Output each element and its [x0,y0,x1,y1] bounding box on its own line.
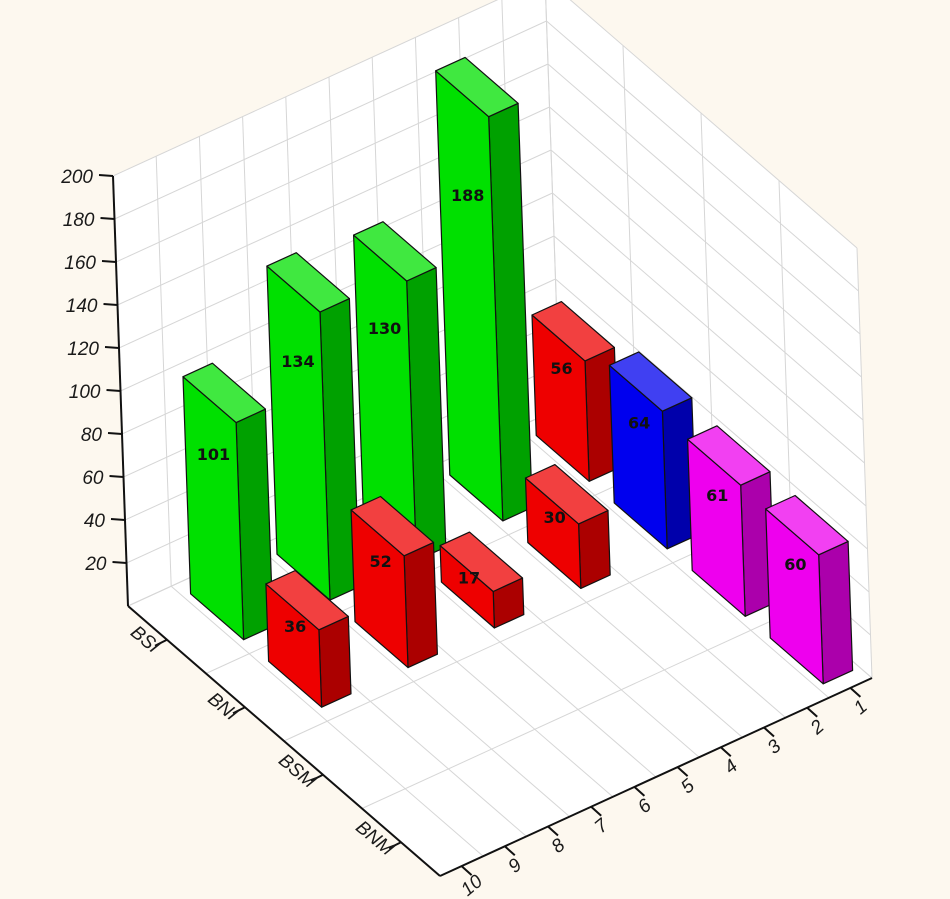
bar-top-face [266,252,350,313]
bar-value-labels: 56 188 64 130 30 61 134 17 60 101 52 36 [197,186,807,636]
bars [182,56,854,708]
gridline [361,610,795,809]
bar-front-face [266,265,331,601]
column-tick-label: 2 [806,716,829,740]
row-tick-mark [310,773,324,782]
bar-value-label: 101 [197,445,230,464]
column-tick-mark [849,687,862,698]
column-tick-label: 1 [850,696,872,719]
column-tick-label: 7 [591,814,614,838]
bar-top-face [439,531,524,593]
gridline [155,156,172,587]
column-tick-label: 9 [504,854,526,877]
z-axis-ticks: 20 40 60 80 100 120 140 160 180 200 [60,167,127,575]
row-tick-mark [154,638,168,647]
bar-bni-3 [524,464,611,590]
z-tick-mark [109,475,124,478]
bar-bsi-9 [182,362,274,641]
z-tick-label: 200 [60,167,93,188]
z-tick-label: 180 [63,210,95,231]
z-tick-label: 40 [84,511,106,532]
column-tick-mark [633,786,646,797]
z-tick-label: 140 [66,296,98,317]
bar-value-label: 60 [784,555,806,574]
bar-top-face [531,301,616,362]
bar-top-face [182,362,266,424]
z-tick-mark [98,174,114,177]
z-tick-label: 20 [84,554,107,575]
bar-value-label: 30 [543,508,565,527]
column-tick-label: 3 [764,736,786,759]
bar-bsi-5 [353,221,447,562]
column-tick-label: 4 [720,756,742,779]
z-tick-label: 80 [81,425,103,446]
column-tick-label: 5 [677,775,699,798]
bar-bni-9 [265,569,352,708]
bar-value-label: 52 [369,552,391,571]
row-tick-mark [232,706,246,715]
bar-top-face [435,56,519,118]
z-tick-mark [110,518,126,521]
bar-top-face [353,221,437,282]
column-tick-mark [676,766,689,777]
bar-value-label: 134 [281,352,314,371]
bar-bsm-1 [686,425,776,617]
bar-value-label: 56 [550,359,572,378]
column-tick-mark [720,746,732,758]
z-tick-mark [103,303,118,306]
z-tick-mark [112,561,127,564]
bar-bsi-3 [435,56,533,522]
bar-side-face [403,541,438,669]
bar-side-face [318,615,352,708]
bar-value-label: 36 [284,617,306,636]
bar-bnm-1 [765,494,854,685]
bar-value-label: 188 [451,186,484,205]
z-tick-mark [104,346,120,349]
column-tick-label: 6 [634,795,656,818]
column-tick-mark [806,706,818,718]
bar-bni-1 [608,351,698,550]
row-tick-mark [388,841,402,850]
gridline [283,542,717,742]
bar-side-face [818,540,854,685]
bar-value-label: 130 [368,319,401,338]
bar-bni-5 [439,531,525,629]
bar-top-face [265,569,349,631]
z-tick-mark [101,260,117,263]
column-tick-mark [547,825,559,837]
bar-top-face [524,464,609,525]
z-tick-label: 100 [69,382,101,403]
z-tick-label: 120 [67,339,99,360]
bar-top-face [765,494,849,556]
bar-value-label: 17 [458,569,480,588]
gridline [856,247,873,679]
bar-bsi-7 [266,252,360,601]
column-tick-mark [590,805,602,817]
row-axis-line [127,605,441,877]
z-tick-label: 160 [64,253,96,274]
bar-top-face [608,351,693,412]
column-tick-mark [763,726,775,738]
bar-top-face [686,425,771,486]
bar-bni-7 [350,495,438,669]
column-tick-mark [504,845,516,857]
z-tick-label: 60 [82,468,104,489]
column-axis-line [439,677,873,877]
column-tick-mark [460,865,473,876]
bar-value-label: 64 [628,414,650,433]
z-tick-mark [106,389,121,392]
z-tick-mark [100,217,115,220]
bar-top-face [350,495,435,557]
bar-value-label: 61 [706,486,728,505]
column-tick-label: 8 [548,835,570,858]
z-tick-mark [107,432,123,435]
column-tick-label: 10 [457,871,487,899]
